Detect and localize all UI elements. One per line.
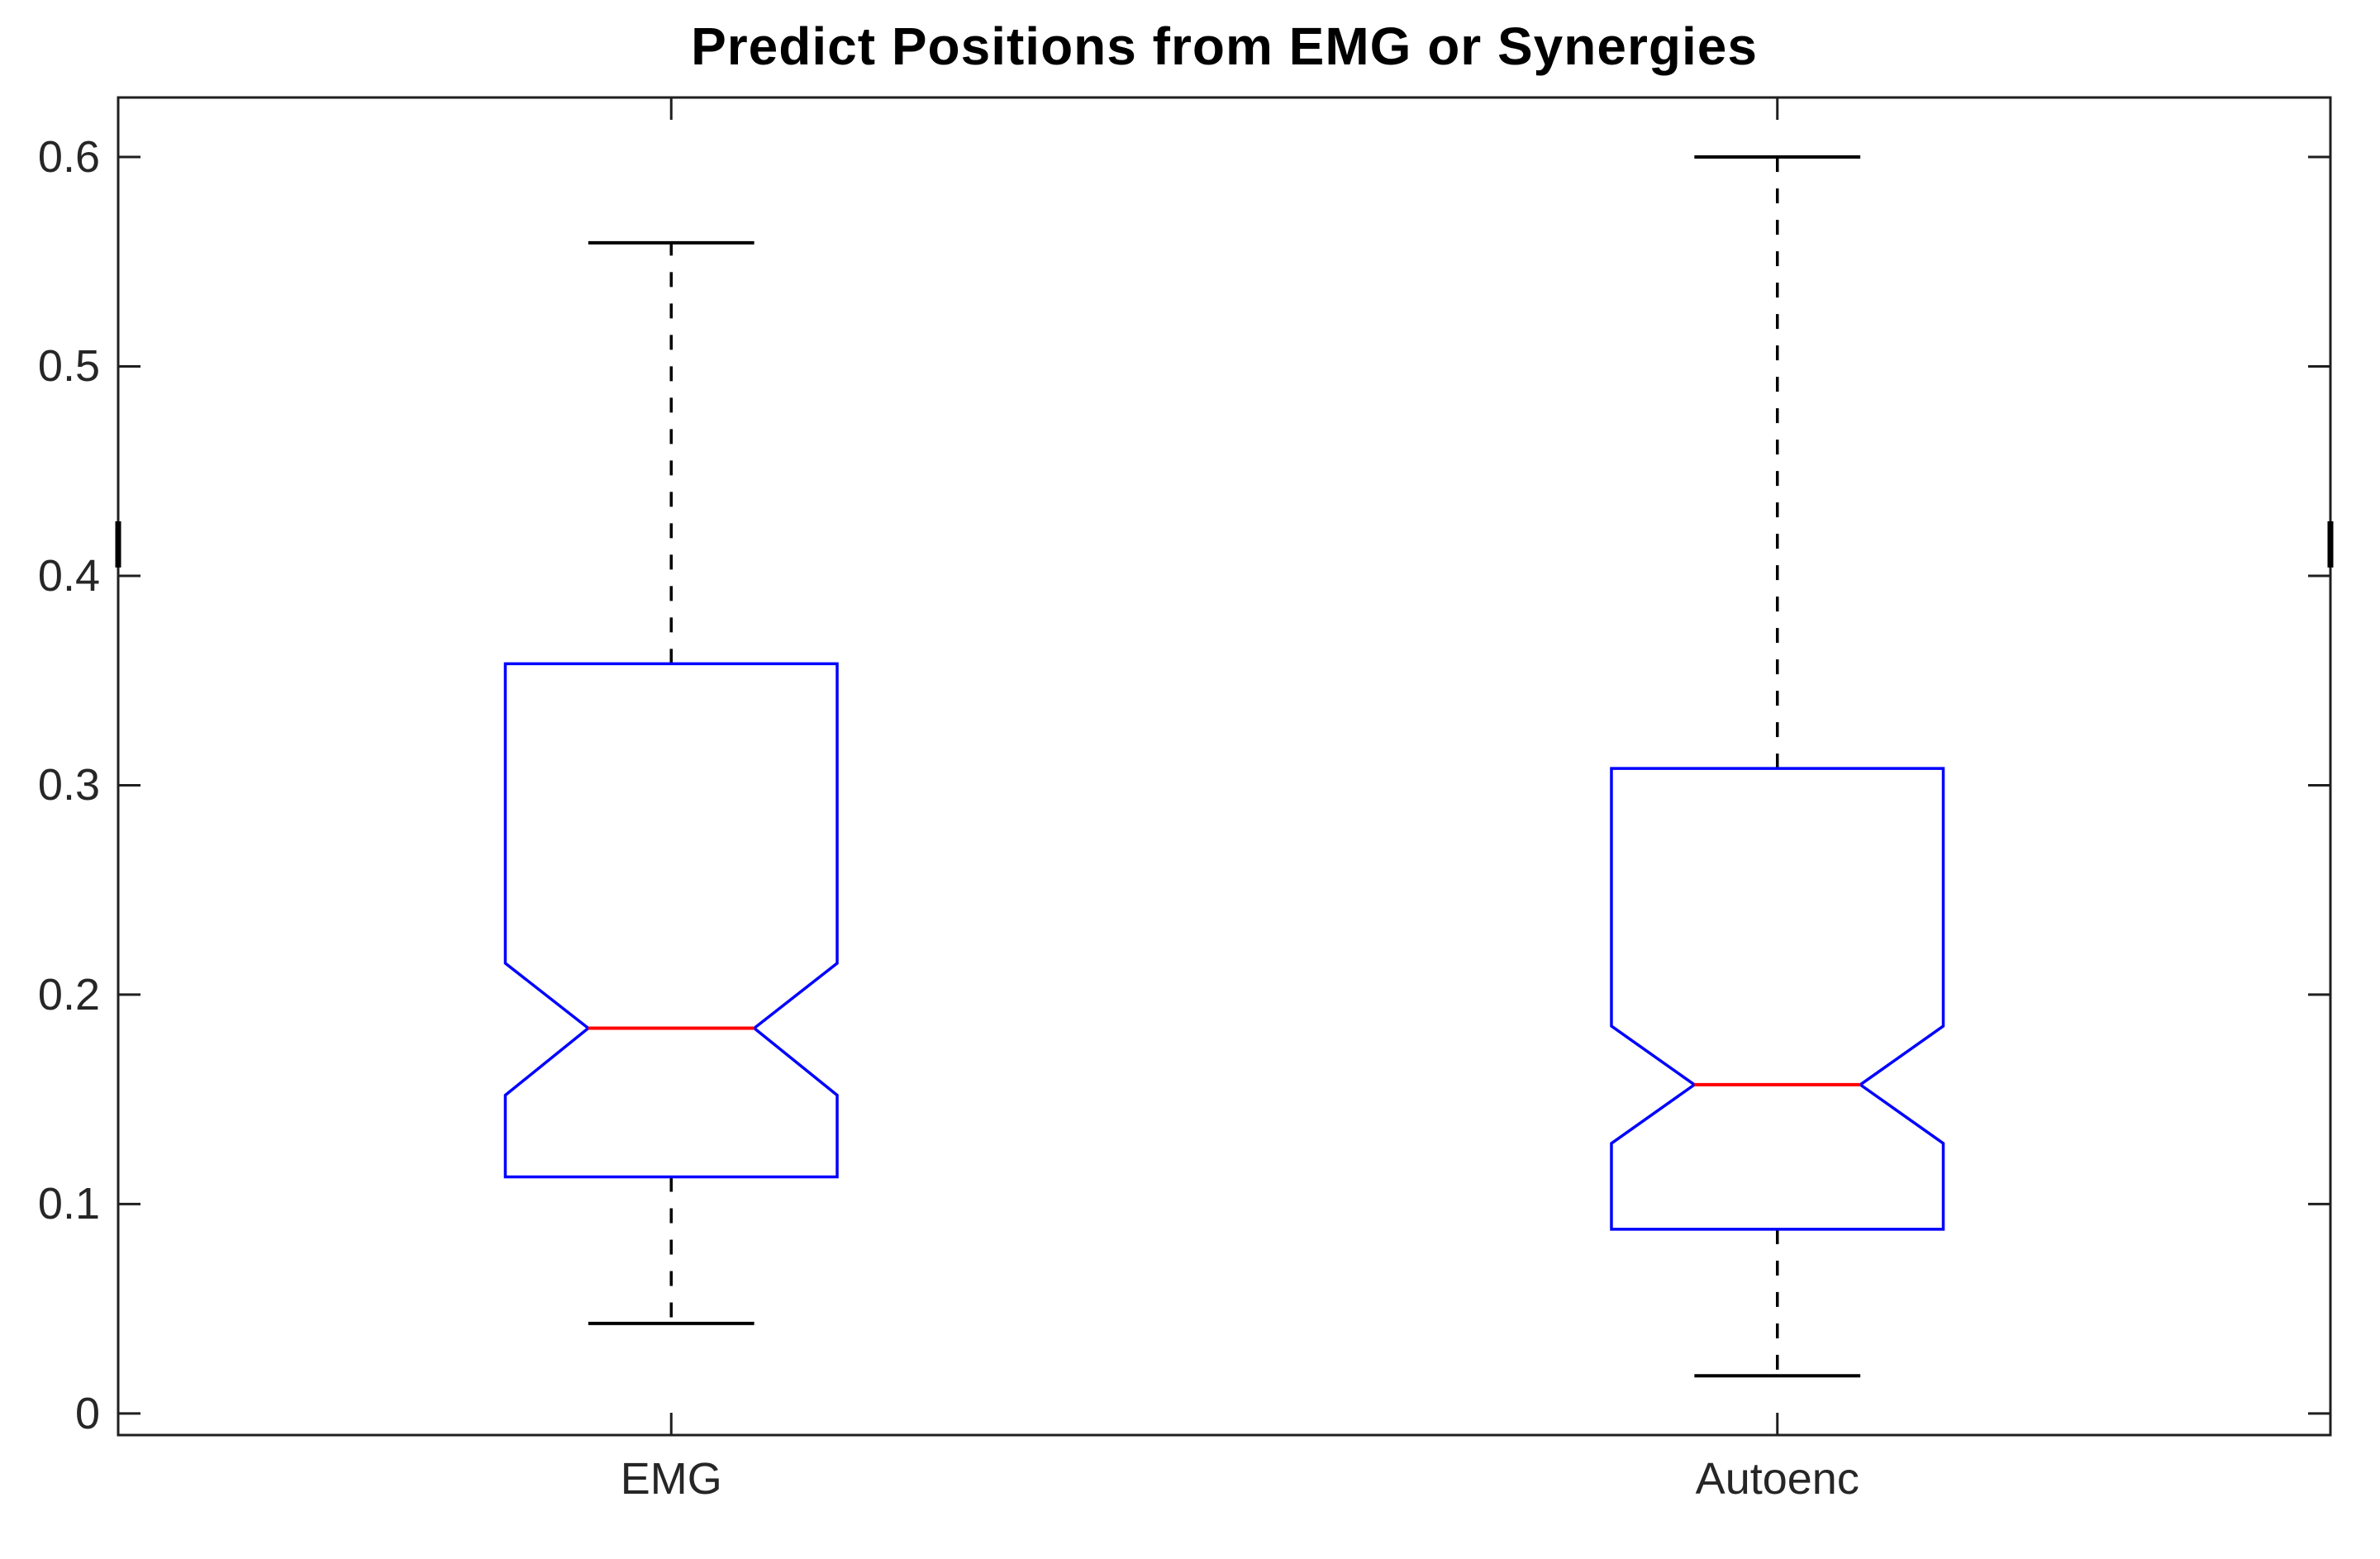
y-tick-label: 0.6 bbox=[37, 131, 100, 182]
y-tick-label: 0.5 bbox=[37, 341, 100, 392]
y-tick-label: 0 bbox=[74, 1388, 100, 1438]
box-autoenc bbox=[1610, 767, 1945, 1231]
plot-border bbox=[117, 96, 2332, 1437]
x-tick-label-emg: EMG bbox=[620, 1454, 722, 1504]
y-tick-label: 0.3 bbox=[37, 760, 100, 810]
y-tick-label: 0.2 bbox=[37, 969, 100, 1020]
y-tick-label: 0.4 bbox=[37, 550, 100, 601]
x-tick-label-autoenc: Autoenc bbox=[1695, 1454, 1859, 1504]
y-tick-label: 0.1 bbox=[37, 1179, 100, 1229]
chart-title: Predict Positions from EMG or Synergies bbox=[691, 17, 1758, 76]
box-emg bbox=[503, 662, 839, 1179]
